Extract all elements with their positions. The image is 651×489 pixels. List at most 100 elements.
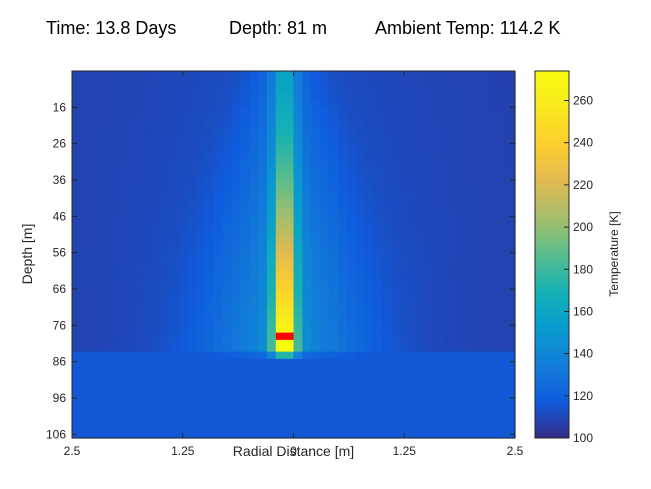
heatmap-cell xyxy=(390,222,401,230)
heatmap-cell xyxy=(204,150,215,158)
heatmap-cell xyxy=(222,142,233,151)
heatmap-cell xyxy=(249,243,259,252)
heatmap-cell xyxy=(249,236,259,245)
heatmap-cell xyxy=(302,409,312,418)
heatmap-cell xyxy=(116,171,126,180)
heatmap-cell xyxy=(506,409,516,418)
heatmap-cell xyxy=(435,250,445,259)
heatmap-cell xyxy=(390,301,401,310)
heatmap-cell xyxy=(426,330,436,338)
heatmap-cell xyxy=(452,250,463,259)
heatmap-cell xyxy=(160,366,171,374)
heatmap-cell xyxy=(80,92,91,101)
heatmap-cell xyxy=(72,207,82,216)
heatmap-cell xyxy=(284,164,295,173)
heatmap-cell xyxy=(258,236,268,245)
heatmap-cell xyxy=(470,351,481,360)
y-tick-label: 46 xyxy=(53,209,67,223)
heatmap-cell xyxy=(382,222,392,230)
heatmap-cell xyxy=(284,366,295,374)
heatmap-cell xyxy=(134,301,144,310)
heatmap-cell xyxy=(231,178,241,187)
heatmap-cell xyxy=(461,150,472,158)
heatmap-cell xyxy=(488,157,498,166)
heatmap-cell xyxy=(355,150,365,158)
heatmap-cell xyxy=(72,78,82,86)
heatmap-cell xyxy=(426,373,436,382)
heatmap-cell xyxy=(196,114,206,122)
heatmap-cell xyxy=(337,258,348,266)
heatmap-cell xyxy=(80,409,91,418)
heatmap-cell xyxy=(320,164,330,173)
heatmap-cell xyxy=(293,322,303,331)
heatmap-cell xyxy=(116,366,126,374)
heatmap-cell xyxy=(444,106,454,115)
heatmap-cell xyxy=(134,142,144,151)
heatmap-cell xyxy=(373,78,383,86)
heatmap-cell xyxy=(284,387,295,396)
heatmap-cell xyxy=(435,380,445,389)
heatmap-cell xyxy=(284,308,295,317)
heatmap-cell xyxy=(89,106,100,115)
heatmap-cell xyxy=(213,286,224,295)
heatmap-cell xyxy=(258,351,268,360)
heatmap-cell xyxy=(72,200,82,209)
heatmap-cell xyxy=(382,121,392,130)
heatmap-cell xyxy=(142,373,153,382)
y-tick-label: 76 xyxy=(53,318,67,332)
heatmap-cell xyxy=(151,99,162,108)
heatmap-cell xyxy=(231,344,241,353)
heatmap-cell xyxy=(222,294,233,302)
heatmap-cell xyxy=(125,222,135,230)
heatmap-cell xyxy=(452,222,463,230)
heatmap-cell xyxy=(435,164,445,173)
heatmap-cell xyxy=(222,164,233,173)
heatmap-cell xyxy=(293,222,303,230)
heatmap-cell xyxy=(72,409,82,418)
heatmap-cell xyxy=(364,409,374,418)
heatmap-cell xyxy=(320,322,330,331)
heatmap-cell xyxy=(134,200,144,209)
x-tick-label: 0 xyxy=(290,444,297,458)
heatmap-cell xyxy=(240,85,250,94)
heatmap-cell xyxy=(107,258,117,266)
heatmap-cell xyxy=(382,301,392,310)
heatmap-cell xyxy=(142,99,153,108)
heatmap-cell xyxy=(452,265,463,274)
heatmap-cell xyxy=(80,322,91,331)
heatmap-cell xyxy=(497,351,507,360)
heatmap-cell xyxy=(80,373,91,382)
heatmap-cell xyxy=(390,430,401,439)
heatmap-cell xyxy=(204,301,215,310)
heatmap-cell xyxy=(364,337,374,346)
heatmap-cell xyxy=(444,430,454,439)
heatmap-cell xyxy=(479,294,490,302)
heatmap-cell xyxy=(258,142,268,151)
heatmap-cell xyxy=(506,243,516,252)
heatmap-cell xyxy=(89,121,100,130)
heatmap-cell xyxy=(125,236,135,245)
heatmap-cell xyxy=(444,164,454,173)
heatmap-cell xyxy=(204,286,215,295)
heatmap-cell xyxy=(328,279,339,288)
heatmap-cell xyxy=(302,99,312,108)
heatmap-cell xyxy=(399,294,410,302)
heatmap-cell xyxy=(116,380,126,389)
heatmap-cell xyxy=(72,250,82,259)
x-tick-label: 1.25 xyxy=(393,444,417,458)
heatmap-cell xyxy=(373,387,383,396)
heatmap-cell xyxy=(373,142,383,151)
heatmap-cell xyxy=(134,308,144,317)
heatmap-cell xyxy=(142,258,153,266)
heatmap-cell xyxy=(107,200,117,209)
heatmap-cell xyxy=(452,402,463,410)
heatmap-cell xyxy=(222,236,233,245)
heatmap-cell xyxy=(293,337,303,346)
heatmap-cell xyxy=(249,250,259,259)
heatmap-cell xyxy=(488,301,498,310)
heatmap-cell xyxy=(452,279,463,288)
heatmap-cell xyxy=(160,157,171,166)
heatmap-cell xyxy=(408,157,419,166)
heatmap-cell xyxy=(444,186,454,194)
heatmap-cell xyxy=(479,250,490,259)
